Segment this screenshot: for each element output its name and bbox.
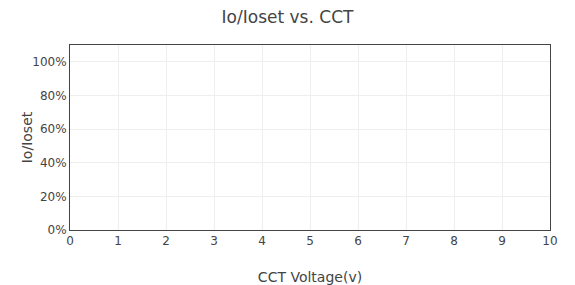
- svg-text:5: 5: [306, 234, 314, 248]
- svg-text:0: 0: [66, 234, 74, 248]
- svg-text:0%: 0%: [48, 223, 67, 237]
- svg-text:Io/Ioset vs. CCT: Io/Ioset vs. CCT: [222, 7, 354, 27]
- svg-text:4: 4: [258, 234, 266, 248]
- svg-text:20%: 20%: [40, 190, 67, 204]
- svg-text:3: 3: [210, 234, 218, 248]
- svg-text:8: 8: [450, 234, 458, 248]
- svg-text:9: 9: [498, 234, 506, 248]
- svg-text:1: 1: [114, 234, 122, 248]
- svg-text:2: 2: [162, 234, 170, 248]
- svg-text:10: 10: [542, 234, 557, 248]
- svg-text:CCT Voltage(v): CCT Voltage(v): [258, 269, 362, 285]
- svg-text:Io/Ioset: Io/Ioset: [19, 111, 35, 163]
- svg-text:6: 6: [354, 234, 362, 248]
- svg-text:100%: 100%: [32, 55, 66, 69]
- svg-text:40%: 40%: [40, 156, 67, 170]
- svg-text:7: 7: [402, 234, 410, 248]
- svg-text:80%: 80%: [40, 89, 67, 103]
- svg-text:60%: 60%: [40, 122, 67, 136]
